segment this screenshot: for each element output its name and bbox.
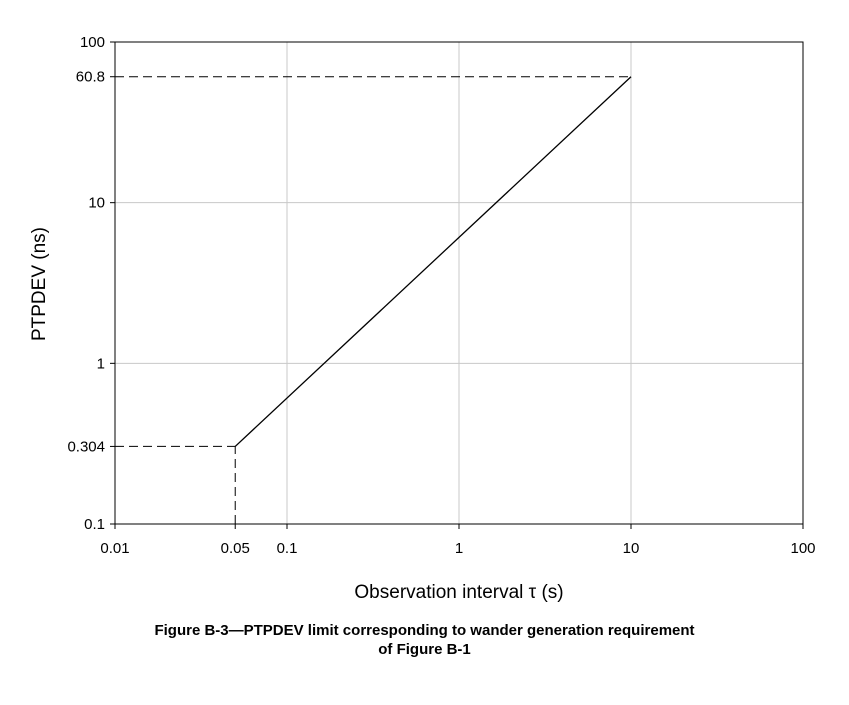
y-tick-label: 0.1	[84, 516, 105, 533]
x-tick-label: 0.1	[277, 540, 298, 557]
y-tick-label: 0.304	[67, 438, 105, 455]
y-tick-label: 100	[80, 34, 105, 51]
x-tick-label: 0.05	[221, 540, 250, 557]
series-line	[234, 76, 632, 447]
x-axis-title: Observation interval τ (s)	[354, 582, 563, 603]
x-tick-labels: 0.01 0.05 0.1 1 10 100	[100, 540, 815, 557]
figure-caption: Figure B-3—PTPDEV limit corresponding to…	[0, 621, 849, 659]
x-tick-label: 100	[790, 540, 815, 557]
reference-lines	[115, 76, 631, 524]
grid-lines	[115, 42, 803, 524]
y-tick-labels: 0.1 0.304 1 10 60.8 100	[67, 34, 105, 533]
y-tick-label: 1	[97, 355, 105, 372]
figure-caption-line-1: Figure B-3—PTPDEV limit corresponding to…	[154, 622, 695, 639]
x-tick-label: 1	[455, 540, 463, 557]
series-lines	[234, 76, 632, 447]
x-tick-label: 0.01	[100, 540, 129, 557]
y-axis-title: PTPDEV (ns)	[29, 227, 50, 341]
y-tick-label: 60.8	[76, 69, 105, 86]
axis-ticks	[110, 41, 804, 529]
y-tick-label: 10	[88, 195, 105, 212]
x-tick-label: 10	[623, 540, 640, 557]
figure-caption-line-2: of Figure B-1	[378, 641, 471, 658]
